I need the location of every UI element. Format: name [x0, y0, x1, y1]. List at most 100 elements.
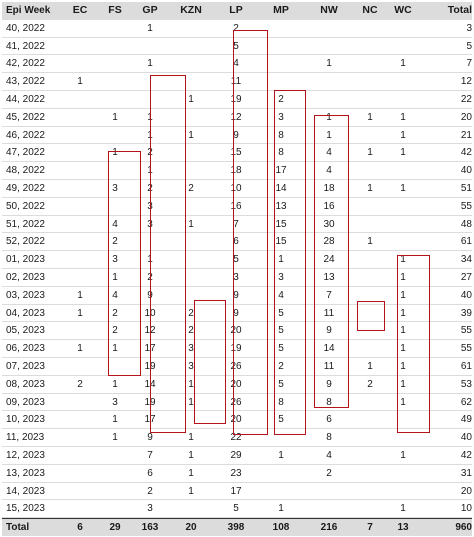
ec-cell	[62, 233, 98, 250]
gp-cell: 14	[144, 378, 156, 390]
week-cell: 14, 2023	[6, 485, 45, 497]
lp-cell: 26	[230, 360, 242, 372]
nw-cell	[304, 73, 354, 90]
kzn-cell: 2	[188, 325, 194, 337]
fs-cell	[98, 20, 132, 37]
gp-cell: 3	[147, 218, 153, 230]
table-row: 13, 2023 6 1 23 2 31	[2, 465, 472, 483]
week-cell: 48, 2022	[6, 165, 45, 177]
total-cell: 31	[460, 467, 472, 479]
lp-cell: 20	[230, 378, 242, 390]
table-row: 08, 2023 2 1 14 1 20 5 9 2 1 53	[2, 376, 472, 394]
total-cell: 51	[460, 182, 472, 194]
nw-cell: 8	[326, 396, 332, 408]
nw-cell: 18	[323, 182, 335, 194]
total-cell: 960	[455, 522, 472, 534]
table-row: 46, 2022 1 1 9 8 1 1 21	[2, 127, 472, 145]
wc-cell: 1	[400, 378, 406, 390]
ec-cell	[62, 394, 98, 411]
nc-cell	[354, 127, 386, 144]
total-cell: 42	[460, 147, 472, 159]
kzn-cell	[168, 233, 214, 250]
week-cell: Total	[6, 522, 30, 534]
week-cell: 08, 2023	[6, 378, 45, 390]
gp-cell: 7	[147, 449, 153, 461]
table-row: 01, 2023 3 1 5 1 24 1 34	[2, 251, 472, 269]
nc-cell: 1	[367, 147, 373, 159]
gp-cell: 6	[147, 467, 153, 479]
table-row: 10, 2023 1 17 20 5 6 49	[2, 411, 472, 430]
nc-cell	[354, 447, 386, 464]
week-cell: 41, 2022	[6, 40, 45, 52]
total-cell: 61	[460, 236, 472, 248]
lp-cell: 17	[230, 485, 242, 497]
ec-cell	[62, 465, 98, 482]
ec-cell	[62, 55, 98, 72]
nw-cell: 216	[320, 522, 338, 534]
week-cell: 10, 2023	[6, 414, 45, 426]
wc-cell: 1	[400, 289, 406, 301]
fs-cell	[98, 55, 132, 72]
wc-cell	[386, 73, 420, 90]
week-cell: 49, 2022	[6, 182, 45, 194]
lp-cell: 26	[230, 396, 242, 408]
wc-cell	[386, 38, 420, 55]
table-row: 03, 2023 1 4 9 9 4 7 1 40	[2, 287, 472, 305]
fs-cell: 4	[112, 289, 118, 301]
total-cell: 21	[460, 129, 472, 141]
kzn-cell: 2	[188, 307, 194, 319]
ec-cell	[62, 483, 98, 500]
wc-cell	[386, 465, 420, 482]
fs-cell	[98, 91, 132, 108]
lp-cell: 19	[230, 93, 242, 105]
nw-cell: 11	[323, 360, 335, 372]
total-cell: 39	[460, 307, 472, 319]
ec-cell	[62, 162, 98, 179]
ec-cell	[62, 322, 98, 339]
nw-cell: 7	[326, 289, 332, 301]
wc-cell	[386, 483, 420, 500]
kzn-cell	[168, 251, 214, 268]
table-row: 45, 2022 1 1 12 3 1 1 1 20	[2, 109, 472, 127]
table-row: 43, 2022 1 11 12	[2, 73, 472, 91]
lp-cell: 9	[233, 307, 239, 319]
kzn-cell	[168, 20, 214, 37]
week-cell: 04, 2023	[6, 307, 45, 319]
mp-cell: 2	[278, 93, 284, 105]
kzn-cell: 1	[188, 485, 194, 497]
mp-cell: 5	[278, 325, 284, 337]
ec-cell: 2	[77, 378, 83, 390]
lp-cell: 4	[233, 58, 239, 70]
mp-cell	[258, 73, 304, 90]
lp-cell: 19	[230, 343, 242, 355]
mp-cell: 5	[278, 343, 284, 355]
table-row: 51, 2022 4 3 1 7 15 30 48	[2, 216, 472, 234]
ec-cell	[62, 358, 98, 375]
mp-cell: 1	[278, 503, 284, 515]
nw-cell: 9	[326, 325, 332, 337]
table-row: 44, 2022 1 19 2 22	[2, 91, 472, 109]
mp-cell: 4	[278, 289, 284, 301]
gp-cell: GP	[142, 4, 158, 16]
ec-cell	[62, 500, 98, 517]
lp-cell: 5	[233, 40, 239, 52]
week-cell: 47, 2022	[6, 147, 45, 159]
fs-cell: 1	[112, 343, 118, 355]
nw-cell: 13	[323, 271, 335, 283]
fs-cell: 2	[112, 307, 118, 319]
kzn-cell	[168, 55, 214, 72]
mp-cell: MP	[273, 4, 289, 16]
nc-cell: 1	[367, 360, 373, 372]
table-row: 50, 2022 3 16 13 16 55	[2, 198, 472, 216]
nw-cell: 4	[326, 449, 332, 461]
gp-cell: 19	[144, 396, 156, 408]
week-cell: Epi Week	[6, 5, 51, 16]
fs-cell: 3	[112, 254, 118, 266]
gp-cell: 1	[147, 165, 153, 177]
nw-cell: 4	[326, 165, 332, 177]
wc-cell	[386, 411, 420, 428]
week-cell: 44, 2022	[6, 93, 45, 105]
week-cell: 01, 2023	[6, 254, 45, 266]
fs-cell	[98, 465, 132, 482]
nw-cell: 1	[326, 58, 332, 70]
